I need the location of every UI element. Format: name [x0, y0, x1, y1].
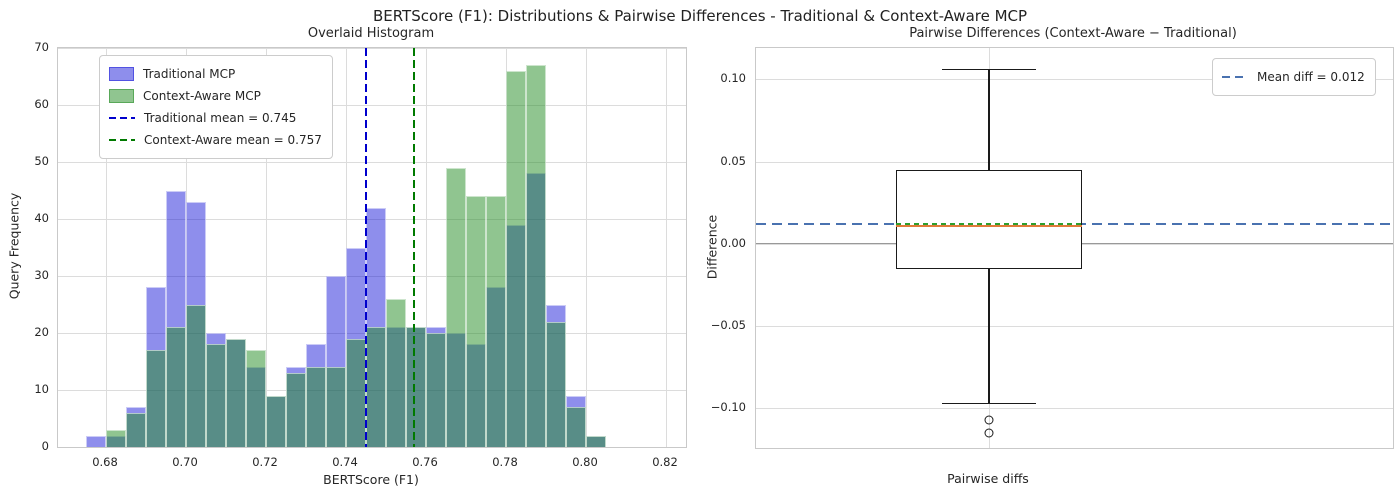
hist-bar-context-aware [506, 70, 526, 447]
context-aware-mean-dash-icon [109, 138, 135, 142]
hist-bar-context-aware [186, 304, 206, 447]
hist-ytick-label: 30 [34, 268, 49, 282]
traditional-mean-dash-icon [109, 116, 135, 120]
hist-gridline-v [106, 48, 107, 447]
box-mean-line [896, 223, 1083, 226]
outlier-point [984, 428, 994, 438]
hist-ytick-label: 70 [34, 40, 49, 54]
whisker-cap-top [942, 68, 1037, 71]
hist-ytick-label: 10 [34, 382, 49, 396]
hist-ytick-label: 50 [34, 154, 49, 168]
hist-gridline-h [58, 276, 686, 277]
legend-row: Mean diff = 0.012 [1222, 66, 1365, 88]
hist-xtick-label: 0.80 [572, 455, 598, 469]
boxplot-xlabel: Pairwise diffs [947, 471, 1029, 486]
hist-mean-line-context-aware [412, 48, 416, 447]
box-ytick-label: −0.05 [710, 318, 746, 333]
hist-bar-context-aware [166, 327, 186, 447]
boxplot-legend: Mean diff = 0.012 [1212, 58, 1376, 96]
hist-bar-context-aware [326, 367, 346, 447]
hist-gridline-v [586, 48, 587, 447]
hist-bar-context-aware [446, 167, 466, 447]
hist-xtick-label: 0.74 [332, 455, 358, 469]
legend-label: Mean diff = 0.012 [1257, 70, 1365, 84]
boxplot-ylabel: Difference [704, 214, 720, 280]
mean-diff-dash-icon [1222, 75, 1248, 79]
hist-xtick-label: 0.76 [412, 455, 438, 469]
hist-gridline-v [666, 48, 667, 447]
hist-gridline-v [426, 48, 427, 447]
box-median-line [896, 224, 1083, 227]
box-gridline-h [756, 326, 1393, 328]
boxplot-title: Pairwise Differences (Context-Aware − Tr… [909, 26, 1237, 41]
hist-bar-context-aware [566, 407, 586, 447]
boxplot-plot-area [755, 47, 1394, 449]
hist-ytick-label: 0 [41, 439, 49, 453]
histogram-title: Overlaid Histogram [307, 26, 435, 41]
hist-bar-context-aware [226, 338, 246, 447]
hist-gridline-h [58, 219, 686, 220]
hist-gridline-h [58, 162, 686, 163]
legend-label: Traditional MCP [143, 67, 236, 81]
box-gridline-h [756, 408, 1393, 410]
box-ytick-label: 0.05 [720, 153, 746, 168]
hist-bar-context-aware [366, 327, 386, 447]
histogram-plot-area [57, 47, 687, 448]
hist-bar-traditional [86, 435, 106, 447]
legend-row: Traditional MCP [109, 63, 322, 85]
hist-mean-line-traditional [364, 48, 368, 447]
legend-row: Context-Aware MCP [109, 85, 322, 107]
histogram-legend: Traditional MCP Context-Aware MCP Traditio… [99, 55, 333, 159]
hist-gridline-h [58, 105, 686, 106]
hist-bar-context-aware [426, 333, 446, 447]
hist-bar-context-aware [386, 298, 406, 447]
hist-bar-context-aware [286, 372, 306, 447]
hist-gridline-v [266, 48, 267, 447]
hist-xtick-label: 0.78 [492, 455, 518, 469]
figure-title: BERTScore (F1): Distributions & Pairwise… [372, 7, 1028, 25]
hist-bar-context-aware [206, 344, 226, 447]
hist-bar-context-aware [266, 395, 286, 447]
hist-bar-context-aware [106, 429, 126, 447]
hist-ytick-label: 20 [34, 325, 49, 339]
hist-bar-context-aware [466, 196, 486, 447]
histogram-ylabel: Query Frequency [6, 192, 22, 300]
whisker-cap-bottom [942, 402, 1037, 405]
legend-label: Context-Aware MCP [143, 89, 261, 103]
histogram-xlabel: BERTScore (F1) [323, 472, 419, 487]
hist-ytick-label: 40 [34, 211, 49, 225]
box-gridline-h [756, 79, 1393, 81]
hist-series-context-aware [58, 48, 686, 447]
hist-bar-context-aware [486, 196, 506, 447]
legend-row: Traditional mean = 0.745 [109, 107, 322, 129]
box-ytick-label: 0.10 [720, 71, 746, 86]
hist-bar-context-aware [526, 65, 546, 447]
hist-bar-context-aware [306, 367, 326, 447]
box-iqr [896, 169, 1083, 269]
outlier-point [984, 415, 994, 425]
hist-xtick-label: 0.68 [92, 455, 118, 469]
box-gridline-h [756, 161, 1393, 163]
hist-bar-context-aware [406, 327, 426, 447]
hist-ytick-label: 60 [34, 97, 49, 111]
hist-xtick-label: 0.72 [252, 455, 278, 469]
box-ytick-label: −0.10 [710, 400, 746, 415]
hist-bar-context-aware [546, 321, 566, 447]
box-ytick-label: 0.00 [720, 235, 746, 250]
traditional-swatch-icon [109, 67, 134, 81]
hist-bar-context-aware [126, 412, 146, 447]
context-aware-swatch-icon [109, 89, 134, 103]
hist-bar-context-aware [346, 338, 366, 447]
legend-label: Context-Aware mean = 0.757 [144, 133, 322, 147]
hist-bar-context-aware [146, 350, 166, 447]
hist-bar-context-aware [586, 435, 606, 447]
hist-xtick-label: 0.70 [172, 455, 198, 469]
hist-gridline-h [58, 48, 686, 49]
legend-label: Traditional mean = 0.745 [144, 111, 297, 125]
hist-bar-context-aware [246, 350, 266, 447]
hist-xtick-label: 0.82 [652, 455, 678, 469]
legend-row: Context-Aware mean = 0.757 [109, 129, 322, 151]
